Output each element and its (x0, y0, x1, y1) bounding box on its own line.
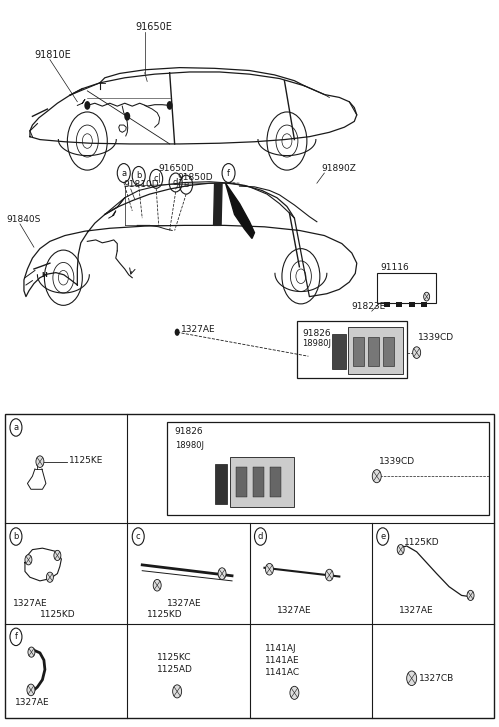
Text: 1141AE: 1141AE (264, 656, 299, 665)
Text: 1125KD: 1125KD (147, 610, 183, 619)
Text: 91116: 91116 (380, 263, 409, 272)
Text: 1327AE: 1327AE (277, 606, 311, 615)
Circle shape (325, 569, 333, 581)
Circle shape (36, 456, 44, 467)
Bar (353, 337, 364, 366)
Circle shape (46, 572, 53, 582)
Text: 91840S: 91840S (6, 215, 40, 224)
Circle shape (175, 329, 180, 336)
Text: 91810D: 91810D (124, 180, 159, 189)
Circle shape (265, 563, 273, 575)
Circle shape (153, 579, 161, 591)
Circle shape (413, 347, 421, 358)
Circle shape (407, 671, 417, 686)
Text: 1339CD: 1339CD (418, 334, 454, 342)
Circle shape (467, 590, 474, 601)
Circle shape (372, 470, 381, 483)
FancyBboxPatch shape (348, 327, 403, 374)
Text: e: e (380, 532, 385, 541)
Text: 91826: 91826 (175, 427, 203, 436)
Bar (383, 337, 394, 366)
Bar (236, 467, 247, 497)
Circle shape (397, 545, 404, 555)
Text: 91826: 91826 (302, 329, 330, 337)
Circle shape (218, 568, 226, 579)
Circle shape (173, 685, 182, 698)
Text: H: H (41, 272, 47, 278)
Text: 1125KD: 1125KD (40, 610, 75, 619)
Text: 91823E: 91823E (352, 302, 386, 311)
Text: e: e (184, 180, 189, 189)
Bar (368, 337, 379, 366)
Text: 1125KC: 1125KC (157, 654, 192, 662)
Text: 1125AD: 1125AD (157, 665, 193, 674)
Text: 91810E: 91810E (34, 49, 71, 60)
Bar (270, 467, 281, 497)
Text: 1327AE: 1327AE (399, 606, 434, 615)
Bar (384, 302, 390, 307)
Text: d: d (258, 532, 263, 541)
Text: 91890Z: 91890Z (322, 164, 357, 173)
Text: f: f (227, 169, 230, 177)
Text: 1327AE: 1327AE (181, 326, 215, 334)
Text: c: c (154, 174, 159, 183)
Text: 18980J: 18980J (302, 339, 331, 348)
Polygon shape (214, 183, 222, 225)
Bar (215, 464, 227, 504)
Circle shape (424, 292, 430, 301)
Text: 18980J: 18980J (175, 441, 204, 449)
Text: a: a (121, 169, 126, 177)
Circle shape (167, 101, 173, 110)
Text: 1125KE: 1125KE (69, 456, 103, 465)
Text: a: a (13, 423, 18, 432)
Text: 1125KD: 1125KD (404, 538, 440, 547)
Bar (421, 302, 427, 307)
FancyBboxPatch shape (230, 457, 294, 507)
Bar (253, 467, 264, 497)
Text: 91850D: 91850D (177, 174, 213, 182)
Circle shape (28, 647, 35, 657)
Circle shape (290, 686, 299, 699)
Text: b: b (136, 172, 141, 180)
Text: 1141AC: 1141AC (264, 668, 299, 677)
Text: 1327AE: 1327AE (167, 599, 202, 608)
Text: f: f (14, 632, 17, 641)
Circle shape (25, 555, 32, 565)
Text: 1339CD: 1339CD (379, 457, 415, 466)
Bar (396, 302, 402, 307)
Bar (409, 302, 415, 307)
Polygon shape (226, 183, 254, 238)
Text: 91650E: 91650E (136, 22, 173, 32)
Text: c: c (136, 532, 141, 541)
Circle shape (27, 684, 35, 696)
Text: 1327CB: 1327CB (419, 674, 455, 683)
Text: b: b (13, 532, 18, 541)
Text: 91650D: 91650D (159, 164, 194, 173)
Bar (5, 414, 494, 718)
Circle shape (54, 550, 61, 561)
Text: 1141AJ: 1141AJ (264, 644, 296, 653)
Circle shape (84, 101, 90, 110)
Text: d: d (173, 178, 178, 187)
Text: 1327AE: 1327AE (12, 599, 47, 608)
Bar (332, 334, 346, 369)
Text: 1327AE: 1327AE (15, 699, 49, 707)
Circle shape (124, 112, 130, 121)
